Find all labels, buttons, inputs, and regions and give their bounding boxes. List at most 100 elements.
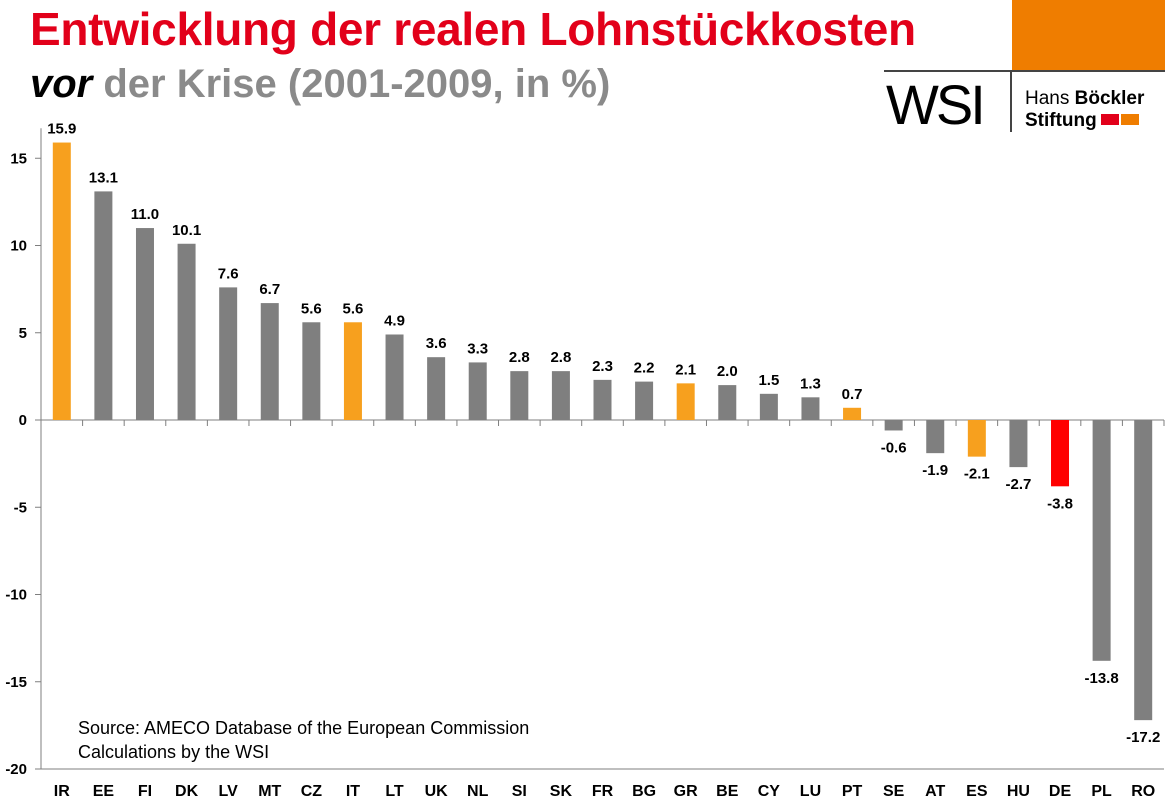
logo-boeckler: Böckler: [1074, 88, 1145, 109]
category-label: NL: [467, 783, 489, 800]
data-label: 1.5: [758, 372, 779, 389]
logo-orange-block: [1012, 0, 1165, 70]
hans-boeckler-logo-line2: Stiftung: [1025, 110, 1139, 132]
bar-BE: [718, 385, 737, 420]
logo-red-square: [1100, 114, 1119, 125]
data-label: 3.3: [467, 340, 488, 357]
bar-MT: [260, 303, 279, 420]
bar-EE: [94, 191, 113, 420]
data-label: -2.7: [1005, 476, 1031, 493]
bar-FI: [135, 228, 154, 420]
bar-RO: [1134, 420, 1153, 721]
data-label: 1.3: [800, 375, 821, 392]
logo-divider-vertical: [1010, 72, 1012, 132]
bar-LU: [801, 397, 820, 420]
data-label: 13.1: [89, 169, 118, 186]
y-tick-label: 15: [10, 150, 27, 167]
category-label: CZ: [301, 783, 323, 800]
logo-orange-square: [1120, 114, 1139, 125]
category-label: EE: [93, 783, 115, 800]
y-tick-label: -15: [5, 674, 27, 691]
bar-AT: [926, 420, 945, 454]
data-label: 2.1: [675, 361, 696, 378]
category-label: RO: [1131, 783, 1155, 800]
data-label: 6.7: [259, 281, 280, 298]
category-label: MT: [258, 783, 281, 800]
source-line-1: Source: AMECO Database of the European C…: [78, 718, 530, 738]
data-label: 5.6: [343, 300, 364, 317]
source-note: Source: AMECO Database of the European C…: [78, 716, 529, 764]
source-line-2: Calculations by the WSI: [78, 742, 270, 762]
bar-FR: [593, 379, 612, 420]
category-label: LV: [219, 783, 239, 800]
bar-DE: [1051, 420, 1070, 487]
bar-DK: [177, 243, 196, 420]
bar-LT: [385, 334, 404, 420]
y-tick-label: -20: [5, 761, 27, 778]
y-tick-label: 0: [19, 412, 27, 429]
y-tick-label: 5: [19, 325, 27, 342]
category-label: PL: [1091, 783, 1112, 800]
y-tick-label: -5: [14, 499, 27, 516]
bar-CY: [759, 393, 778, 420]
category-label: ES: [966, 783, 988, 800]
data-label: 2.3: [592, 358, 613, 375]
wsi-logo: WSI: [886, 73, 986, 136]
data-label: 2.2: [634, 360, 655, 377]
bar-PL: [1092, 420, 1111, 661]
data-label: -13.8: [1085, 670, 1119, 687]
bar-NL: [468, 362, 487, 420]
bar-SI: [510, 371, 529, 420]
subtitle-rest: der Krise (2001-2009, in %): [92, 62, 611, 106]
data-label: 2.8: [509, 349, 530, 366]
data-label: 11.0: [131, 206, 159, 223]
hans-boeckler-logo-line1: Hans Böckler: [1025, 88, 1144, 110]
data-label: -1.9: [922, 462, 948, 479]
bar-IT: [343, 322, 362, 420]
data-label: 2.0: [717, 363, 738, 380]
data-label: 0.7: [842, 386, 863, 403]
data-label: 7.6: [218, 265, 239, 282]
bar-LV: [219, 287, 238, 420]
data-label: 2.8: [550, 349, 571, 366]
category-label: SK: [550, 783, 573, 800]
category-label: FI: [138, 783, 152, 800]
data-label: 3.6: [426, 335, 447, 352]
data-label: -0.6: [881, 439, 907, 456]
bar-SE: [884, 420, 903, 431]
bar-CZ: [302, 322, 321, 420]
category-label: GR: [674, 783, 698, 800]
data-label: 15.9: [47, 121, 76, 138]
category-label: LT: [385, 783, 404, 800]
bar-BG: [635, 381, 654, 420]
y-tick-label: -10: [5, 587, 27, 604]
subtitle-emphasis: vor: [30, 62, 93, 106]
data-label: -3.8: [1047, 495, 1073, 512]
logo-hans: Hans: [1025, 88, 1075, 109]
category-label: DE: [1049, 783, 1072, 800]
category-label: PT: [842, 783, 863, 800]
bar-IR: [52, 142, 71, 421]
category-label: DK: [175, 783, 199, 800]
data-label: 10.1: [172, 222, 201, 239]
category-label: CY: [758, 783, 781, 800]
category-label: LU: [800, 783, 821, 800]
bar-GR: [676, 383, 695, 420]
data-label: -2.1: [964, 466, 990, 483]
category-label: AT: [925, 783, 945, 800]
y-tick-label: 10: [10, 238, 27, 255]
data-label: 5.6: [301, 300, 322, 317]
bar-UK: [427, 357, 446, 420]
category-label: HU: [1007, 783, 1030, 800]
category-label: IT: [346, 783, 360, 800]
data-label: 4.9: [384, 312, 405, 329]
bar-ES: [967, 420, 986, 457]
chart-subtitle: vor der Krise (2001-2009, in %): [30, 62, 610, 107]
category-label: BE: [716, 783, 739, 800]
category-label: IR: [54, 783, 70, 800]
category-label: FR: [592, 783, 614, 800]
bar-SK: [551, 371, 570, 420]
bar-PT: [843, 407, 862, 420]
data-label: -17.2: [1126, 729, 1160, 746]
chart-title: Entwicklung der realen Lohnstückkosten: [30, 3, 916, 55]
